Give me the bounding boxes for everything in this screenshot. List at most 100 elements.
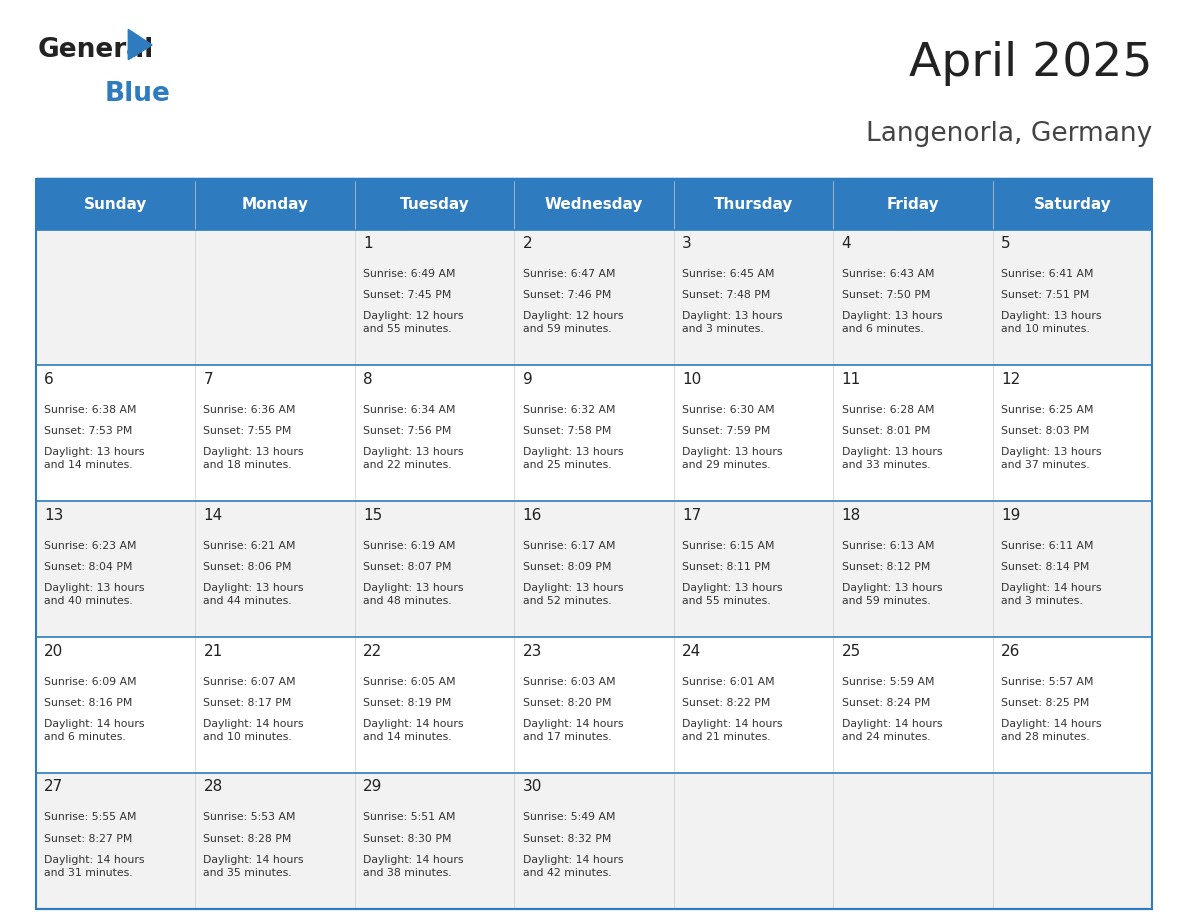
Text: April 2025: April 2025 bbox=[909, 41, 1152, 86]
Bar bbox=[36, 637, 1152, 773]
Text: Sunset: 7:55 PM: Sunset: 7:55 PM bbox=[203, 426, 292, 436]
Text: Sunrise: 6:21 AM: Sunrise: 6:21 AM bbox=[203, 541, 296, 551]
Text: Daylight: 14 hours
and 35 minutes.: Daylight: 14 hours and 35 minutes. bbox=[203, 855, 304, 878]
Text: Sunset: 8:28 PM: Sunset: 8:28 PM bbox=[203, 834, 292, 844]
Text: 24: 24 bbox=[682, 644, 701, 658]
Text: Sunrise: 6:05 AM: Sunrise: 6:05 AM bbox=[364, 677, 456, 687]
Text: Thursday: Thursday bbox=[714, 196, 794, 212]
Text: Sunset: 8:27 PM: Sunset: 8:27 PM bbox=[44, 834, 132, 844]
Text: Sunset: 8:32 PM: Sunset: 8:32 PM bbox=[523, 834, 611, 844]
Text: Daylight: 13 hours
and 14 minutes.: Daylight: 13 hours and 14 minutes. bbox=[44, 447, 145, 470]
Text: 1: 1 bbox=[364, 236, 373, 251]
Text: Sunrise: 6:09 AM: Sunrise: 6:09 AM bbox=[44, 677, 137, 687]
Text: Daylight: 14 hours
and 24 minutes.: Daylight: 14 hours and 24 minutes. bbox=[841, 719, 942, 742]
Text: Saturday: Saturday bbox=[1034, 196, 1112, 212]
Text: Sunrise: 6:47 AM: Sunrise: 6:47 AM bbox=[523, 269, 615, 279]
Text: Friday: Friday bbox=[886, 196, 940, 212]
Bar bbox=[36, 365, 1152, 501]
Text: Sunrise: 5:49 AM: Sunrise: 5:49 AM bbox=[523, 812, 615, 823]
Text: 19: 19 bbox=[1001, 508, 1020, 522]
Text: Sunrise: 6:25 AM: Sunrise: 6:25 AM bbox=[1001, 405, 1094, 415]
Text: Daylight: 13 hours
and 55 minutes.: Daylight: 13 hours and 55 minutes. bbox=[682, 583, 783, 606]
Text: Sunset: 7:53 PM: Sunset: 7:53 PM bbox=[44, 426, 132, 436]
Text: Sunset: 8:14 PM: Sunset: 8:14 PM bbox=[1001, 562, 1089, 572]
Text: 17: 17 bbox=[682, 508, 701, 522]
Text: Daylight: 13 hours
and 3 minutes.: Daylight: 13 hours and 3 minutes. bbox=[682, 311, 783, 334]
Text: Daylight: 14 hours
and 38 minutes.: Daylight: 14 hours and 38 minutes. bbox=[364, 855, 463, 878]
Text: 21: 21 bbox=[203, 644, 222, 658]
Text: Daylight: 14 hours
and 31 minutes.: Daylight: 14 hours and 31 minutes. bbox=[44, 855, 145, 878]
Text: 13: 13 bbox=[44, 508, 63, 522]
Bar bbox=[36, 773, 1152, 909]
Text: Sunrise: 6:19 AM: Sunrise: 6:19 AM bbox=[364, 541, 455, 551]
Text: 2: 2 bbox=[523, 236, 532, 251]
Text: Langenorla, Germany: Langenorla, Germany bbox=[866, 121, 1152, 147]
Text: Sunrise: 6:36 AM: Sunrise: 6:36 AM bbox=[203, 405, 296, 415]
Text: 14: 14 bbox=[203, 508, 222, 522]
Text: Blue: Blue bbox=[105, 81, 170, 106]
Text: 25: 25 bbox=[841, 644, 861, 658]
Text: Sunset: 7:58 PM: Sunset: 7:58 PM bbox=[523, 426, 611, 436]
Text: Sunset: 7:50 PM: Sunset: 7:50 PM bbox=[841, 290, 930, 300]
Text: Sunset: 8:06 PM: Sunset: 8:06 PM bbox=[203, 562, 292, 572]
Text: Sunset: 8:20 PM: Sunset: 8:20 PM bbox=[523, 698, 611, 708]
Text: Sunset: 8:04 PM: Sunset: 8:04 PM bbox=[44, 562, 132, 572]
Text: Daylight: 13 hours
and 6 minutes.: Daylight: 13 hours and 6 minutes. bbox=[841, 311, 942, 334]
Bar bbox=[36, 179, 1152, 909]
Text: Sunrise: 6:07 AM: Sunrise: 6:07 AM bbox=[203, 677, 296, 687]
Text: Sunrise: 6:45 AM: Sunrise: 6:45 AM bbox=[682, 269, 775, 279]
Text: Sunrise: 5:55 AM: Sunrise: 5:55 AM bbox=[44, 812, 137, 823]
Text: Sunrise: 6:30 AM: Sunrise: 6:30 AM bbox=[682, 405, 775, 415]
Text: 10: 10 bbox=[682, 372, 701, 386]
Text: Sunrise: 5:53 AM: Sunrise: 5:53 AM bbox=[203, 812, 296, 823]
Text: 4: 4 bbox=[841, 236, 852, 251]
Text: 5: 5 bbox=[1001, 236, 1011, 251]
Text: 6: 6 bbox=[44, 372, 53, 386]
Text: 15: 15 bbox=[364, 508, 383, 522]
Text: Sunrise: 6:49 AM: Sunrise: 6:49 AM bbox=[364, 269, 455, 279]
Text: 3: 3 bbox=[682, 236, 691, 251]
Text: Daylight: 14 hours
and 14 minutes.: Daylight: 14 hours and 14 minutes. bbox=[364, 719, 463, 742]
Text: Sunrise: 6:03 AM: Sunrise: 6:03 AM bbox=[523, 677, 615, 687]
Text: Sunset: 8:30 PM: Sunset: 8:30 PM bbox=[364, 834, 451, 844]
Text: Tuesday: Tuesday bbox=[399, 196, 469, 212]
Text: 23: 23 bbox=[523, 644, 542, 658]
Text: Daylight: 13 hours
and 59 minutes.: Daylight: 13 hours and 59 minutes. bbox=[841, 583, 942, 606]
Text: Sunset: 7:46 PM: Sunset: 7:46 PM bbox=[523, 290, 611, 300]
Bar bbox=[36, 501, 1152, 637]
Text: 26: 26 bbox=[1001, 644, 1020, 658]
Text: Daylight: 13 hours
and 25 minutes.: Daylight: 13 hours and 25 minutes. bbox=[523, 447, 623, 470]
Text: Sunset: 8:16 PM: Sunset: 8:16 PM bbox=[44, 698, 132, 708]
Text: Sunrise: 5:51 AM: Sunrise: 5:51 AM bbox=[364, 812, 455, 823]
Text: 27: 27 bbox=[44, 779, 63, 794]
Text: Daylight: 13 hours
and 22 minutes.: Daylight: 13 hours and 22 minutes. bbox=[364, 447, 463, 470]
Text: 20: 20 bbox=[44, 644, 63, 658]
Text: Sunset: 8:03 PM: Sunset: 8:03 PM bbox=[1001, 426, 1089, 436]
Text: Sunrise: 6:23 AM: Sunrise: 6:23 AM bbox=[44, 541, 137, 551]
Text: Sunrise: 5:57 AM: Sunrise: 5:57 AM bbox=[1001, 677, 1094, 687]
Text: Sunset: 8:25 PM: Sunset: 8:25 PM bbox=[1001, 698, 1089, 708]
Text: Sunset: 8:11 PM: Sunset: 8:11 PM bbox=[682, 562, 771, 572]
Text: Daylight: 14 hours
and 21 minutes.: Daylight: 14 hours and 21 minutes. bbox=[682, 719, 783, 742]
Text: 8: 8 bbox=[364, 372, 373, 386]
Text: Daylight: 13 hours
and 10 minutes.: Daylight: 13 hours and 10 minutes. bbox=[1001, 311, 1101, 334]
Text: Sunday: Sunday bbox=[83, 196, 147, 212]
Text: General: General bbox=[38, 37, 154, 62]
Text: Sunset: 8:22 PM: Sunset: 8:22 PM bbox=[682, 698, 771, 708]
Text: Sunrise: 6:13 AM: Sunrise: 6:13 AM bbox=[841, 541, 934, 551]
Text: Sunset: 7:59 PM: Sunset: 7:59 PM bbox=[682, 426, 771, 436]
Text: Daylight: 13 hours
and 44 minutes.: Daylight: 13 hours and 44 minutes. bbox=[203, 583, 304, 606]
Text: Daylight: 14 hours
and 3 minutes.: Daylight: 14 hours and 3 minutes. bbox=[1001, 583, 1101, 606]
Text: 12: 12 bbox=[1001, 372, 1020, 386]
Text: Sunset: 7:51 PM: Sunset: 7:51 PM bbox=[1001, 290, 1089, 300]
Bar bbox=[36, 179, 1152, 230]
Text: Sunrise: 6:32 AM: Sunrise: 6:32 AM bbox=[523, 405, 615, 415]
Text: Daylight: 13 hours
and 33 minutes.: Daylight: 13 hours and 33 minutes. bbox=[841, 447, 942, 470]
Text: Daylight: 13 hours
and 29 minutes.: Daylight: 13 hours and 29 minutes. bbox=[682, 447, 783, 470]
Text: Sunrise: 6:01 AM: Sunrise: 6:01 AM bbox=[682, 677, 775, 687]
Text: Monday: Monday bbox=[241, 196, 309, 212]
Text: 7: 7 bbox=[203, 372, 213, 386]
Text: Daylight: 14 hours
and 6 minutes.: Daylight: 14 hours and 6 minutes. bbox=[44, 719, 145, 742]
Text: 29: 29 bbox=[364, 779, 383, 794]
Text: Sunset: 8:12 PM: Sunset: 8:12 PM bbox=[841, 562, 930, 572]
